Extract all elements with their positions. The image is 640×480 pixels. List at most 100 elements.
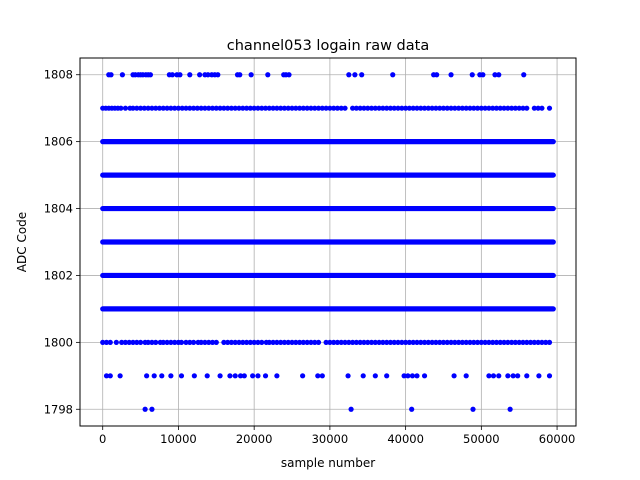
data-point bbox=[119, 72, 126, 78]
data-point bbox=[493, 339, 500, 345]
data-point bbox=[361, 105, 367, 111]
data-point bbox=[281, 105, 288, 111]
data-point bbox=[421, 339, 428, 345]
data-point bbox=[414, 105, 420, 111]
data-point bbox=[482, 339, 488, 345]
data-point bbox=[274, 105, 280, 111]
data-point bbox=[179, 105, 185, 111]
data-point bbox=[255, 105, 261, 111]
data-point bbox=[403, 339, 409, 345]
data-point bbox=[448, 72, 454, 78]
data-point bbox=[204, 373, 210, 379]
data-point bbox=[149, 339, 155, 345]
data-point bbox=[459, 105, 466, 111]
data-point bbox=[338, 105, 344, 111]
chart-title: channel053 logain raw data bbox=[227, 38, 429, 54]
data-point bbox=[346, 72, 352, 78]
data-point bbox=[346, 339, 352, 345]
data-point bbox=[405, 373, 411, 379]
data-point bbox=[467, 105, 473, 111]
data-point bbox=[448, 105, 454, 111]
data-point bbox=[178, 339, 185, 345]
data-point bbox=[225, 105, 231, 111]
data-point bbox=[278, 105, 284, 111]
data-point bbox=[501, 105, 507, 111]
x-tick-label: 0 bbox=[99, 432, 106, 446]
data-point bbox=[437, 339, 443, 345]
data-point bbox=[395, 105, 401, 111]
data-point bbox=[147, 72, 154, 78]
data-point bbox=[134, 105, 140, 111]
data-point bbox=[535, 339, 541, 345]
data-point bbox=[206, 105, 212, 111]
data-point bbox=[448, 339, 454, 345]
data-point bbox=[391, 339, 397, 345]
data-point bbox=[482, 105, 488, 111]
y-tick-label: 1802 bbox=[44, 268, 73, 282]
data-point bbox=[240, 105, 246, 111]
data-point bbox=[285, 339, 291, 345]
data-point bbox=[478, 339, 484, 345]
data-point bbox=[198, 339, 204, 345]
data-point bbox=[194, 105, 200, 111]
data-point bbox=[520, 105, 526, 111]
data-point bbox=[505, 339, 511, 345]
plot-area-frame bbox=[79, 57, 577, 427]
data-point bbox=[478, 105, 484, 111]
data-point bbox=[240, 339, 246, 345]
data-point bbox=[183, 105, 189, 111]
data-point bbox=[266, 339, 272, 345]
data-point bbox=[293, 339, 299, 345]
data-point bbox=[360, 373, 366, 379]
data-point bbox=[172, 339, 178, 345]
data-point bbox=[380, 339, 386, 345]
data-point bbox=[103, 373, 110, 379]
data-point bbox=[323, 105, 329, 111]
data-point bbox=[164, 339, 170, 345]
data-point bbox=[437, 105, 443, 111]
data-point bbox=[168, 105, 174, 111]
data-point bbox=[144, 373, 150, 379]
data-point bbox=[505, 105, 511, 111]
x-tick-label: 30000 bbox=[312, 432, 349, 446]
data-point bbox=[156, 105, 163, 111]
data-point bbox=[304, 339, 310, 345]
axis-ticks: 0 10000 20000 30000 40000 50000 60000 1798 1800 1… bbox=[44, 68, 576, 446]
data-point bbox=[300, 373, 306, 379]
data-point bbox=[486, 373, 492, 379]
data-point bbox=[113, 339, 119, 345]
y-tick-label: 1806 bbox=[44, 135, 73, 149]
data-point bbox=[262, 105, 269, 111]
data-point bbox=[198, 105, 204, 111]
data-point bbox=[217, 373, 223, 379]
data-point bbox=[418, 105, 424, 111]
data-point bbox=[274, 373, 280, 379]
data-point bbox=[149, 105, 155, 111]
data-point bbox=[190, 105, 197, 111]
data-point bbox=[100, 339, 106, 345]
y-axis-label: ADC Code bbox=[15, 212, 29, 272]
data-point bbox=[493, 105, 500, 111]
data-point bbox=[237, 373, 244, 379]
data-point bbox=[353, 339, 359, 345]
data-point bbox=[107, 339, 113, 345]
data-point bbox=[145, 339, 151, 345]
data-point bbox=[429, 339, 435, 345]
data-point bbox=[172, 105, 178, 111]
data-point bbox=[516, 339, 522, 345]
data-point bbox=[384, 373, 390, 379]
data-point bbox=[471, 339, 477, 345]
data-point bbox=[168, 339, 174, 345]
data-point bbox=[361, 339, 367, 345]
data-point bbox=[463, 339, 469, 345]
data-point bbox=[221, 339, 227, 345]
data-point bbox=[243, 339, 250, 345]
data-point bbox=[191, 373, 197, 379]
data-point bbox=[247, 339, 253, 345]
data-point bbox=[319, 373, 325, 379]
data-point bbox=[149, 406, 155, 412]
data-point bbox=[406, 339, 413, 345]
data-point bbox=[512, 105, 519, 111]
data-point bbox=[524, 105, 530, 111]
data-point bbox=[308, 339, 314, 345]
